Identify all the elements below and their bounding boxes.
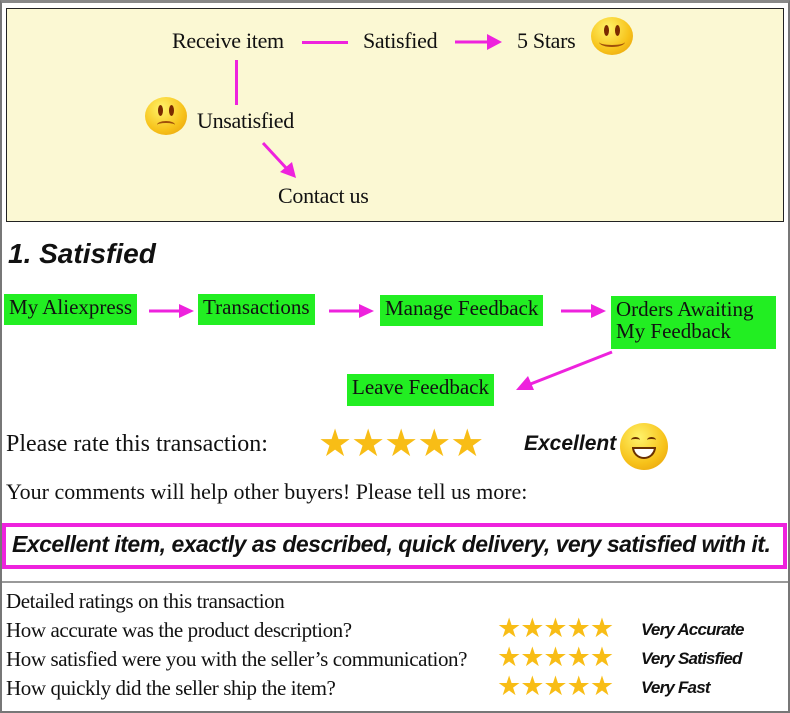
rating-stars[interactable]: ★★★★★	[318, 423, 484, 465]
detailed-question: How quickly did the seller ship the item…	[6, 676, 336, 700]
detailed-question: How accurate was the product description…	[6, 618, 352, 642]
detailed-label: Very Satisfied	[641, 649, 742, 668]
divider	[2, 581, 788, 583]
comment-box[interactable]: Excellent item, exactly as described, qu…	[2, 523, 787, 569]
flow-receive: Receive item	[172, 28, 284, 53]
detailed-stars[interactable]: ★★★★★	[497, 613, 614, 643]
step-manage-feedback: Manage Feedback	[380, 295, 544, 326]
arrow-right-icon	[561, 304, 606, 318]
step-line: Orders Awaiting	[616, 297, 754, 321]
flow-contact: Contact us	[278, 183, 369, 208]
arrow-right-icon	[455, 34, 502, 50]
arrow-right-icon	[329, 304, 374, 318]
detailed-label: Very Fast	[641, 678, 711, 697]
step-leave-feedback: Leave Feedback	[347, 374, 495, 406]
connector-line	[235, 60, 238, 105]
flow-box	[6, 8, 784, 222]
rating-label: Excellent	[524, 432, 617, 455]
flow-5-stars: 5 Stars	[517, 28, 576, 53]
step-line: My Feedback	[616, 319, 731, 343]
happy-face-icon	[591, 17, 633, 55]
step-my-aliexpress: My Aliexpress	[4, 294, 138, 325]
step-orders-awaiting: Orders Awaiting My Feedback	[611, 296, 776, 349]
detailed-stars[interactable]: ★★★★★	[497, 642, 614, 672]
connector-line	[302, 41, 348, 44]
flow-satisfied: Satisfied	[363, 28, 438, 53]
arrow-down-right-icon	[261, 141, 296, 178]
rating-prompt: Please rate this transaction:	[6, 431, 268, 457]
grin-face-icon	[620, 423, 668, 470]
comments-prompt: Your comments will help other buyers! Pl…	[6, 479, 528, 504]
section-title: 1. Satisfied	[8, 238, 156, 269]
flow-unsatisfied: Unsatisfied	[197, 108, 294, 133]
arrow-right-icon	[149, 304, 194, 318]
detailed-label: Very Accurate	[641, 620, 744, 639]
step-transactions: Transactions	[198, 294, 315, 325]
comment-text: Excellent item, exactly as described, qu…	[12, 531, 771, 557]
detailed-title: Detailed ratings on this transaction	[6, 589, 285, 613]
sad-face-icon	[145, 97, 187, 135]
detailed-stars[interactable]: ★★★★★	[497, 671, 614, 701]
detailed-question: How satisfied were you with the seller’s…	[6, 647, 468, 671]
arrow-down-left-icon	[516, 350, 613, 390]
